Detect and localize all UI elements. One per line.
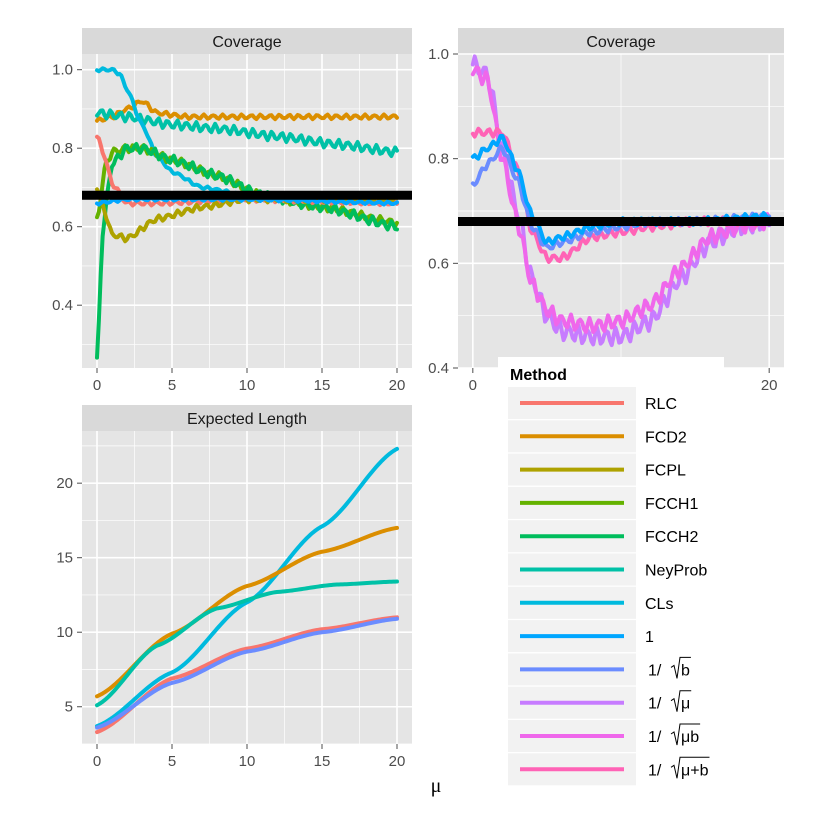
y-tick-label: 0.6 <box>428 255 449 272</box>
panel-expected-length: Expected Length 0 5 10 15 20 5 10 15 20 <box>56 405 412 770</box>
y-tick-label: 0.8 <box>52 140 73 157</box>
x-tick-label: 20 <box>389 753 406 770</box>
legend: Method RLC FCD2 FCPL FCCH1 FCCH2 NeyProb CLs 1 1… <box>498 357 724 786</box>
x-tick-label: 10 <box>239 753 256 770</box>
legend-label-radicand: μb <box>681 729 699 746</box>
x-tick-label: 20 <box>389 377 406 394</box>
legend-item: FCCH1 <box>508 486 698 519</box>
y-tick-label: 0.6 <box>52 219 73 236</box>
x-tick-label: 20 <box>761 377 778 394</box>
legend-label: FCD2 <box>645 429 687 446</box>
legend-item: CLs <box>508 586 673 619</box>
panel-title: Expected Length <box>187 411 307 428</box>
legend-item: 1/b <box>508 653 691 686</box>
legend-label: FCPL <box>645 463 686 480</box>
y-tick-label: 0.8 <box>428 151 449 168</box>
legend-item: NeyProb <box>508 553 707 586</box>
legend-item: 1/μ+b <box>508 753 710 786</box>
legend-label: NeyProb <box>645 563 707 580</box>
strip-background <box>458 28 784 54</box>
legend-label: 1 <box>645 629 654 646</box>
legend-item: 1/μ <box>508 686 692 719</box>
legend-label: 1/ <box>648 729 662 746</box>
x-tick-label: 0 <box>469 377 477 394</box>
legend-item: 1/μb <box>508 720 701 752</box>
legend-label-radicand: μ+b <box>681 762 709 779</box>
panel-coverage-main: Coverage 0 5 10 15 20 0.4 0.6 0.8 1.0 <box>52 28 412 394</box>
y-tick-label: 10 <box>56 624 73 641</box>
strip-background <box>82 28 412 54</box>
strip-background <box>82 405 412 431</box>
x-tick-label: 0 <box>93 377 101 394</box>
legend-title: Method <box>510 367 567 384</box>
legend-label-radicand: b <box>681 662 690 679</box>
sqrt-sign-icon <box>670 756 710 779</box>
y-tick-label: 5 <box>65 699 73 716</box>
x-tick-label: 10 <box>239 377 256 394</box>
sqrt-sign-icon <box>670 723 701 746</box>
series-line <box>95 99 399 123</box>
sqrt-sign-icon <box>670 690 692 712</box>
sqrt-sign-icon <box>670 656 691 679</box>
y-tick-label: 1.0 <box>52 62 73 79</box>
legend-label-radicand: μ <box>681 696 690 713</box>
series-line <box>95 446 399 729</box>
legend-item: FCPL <box>508 453 686 486</box>
panel-coverage-weights: Coverage 0 20 0.4 0.6 0.8 1.0 <box>428 28 784 394</box>
panel-title: Coverage <box>586 34 655 51</box>
legend-item: RLC <box>508 387 677 419</box>
y-tick-label: 15 <box>56 550 73 567</box>
x-tick-label: 0 <box>93 753 101 770</box>
legend-label: FCCH1 <box>645 496 698 513</box>
series-line <box>95 579 399 708</box>
legend-label: CLs <box>645 596 673 613</box>
x-axis-title: μ <box>431 775 442 797</box>
x-tick-label: 15 <box>314 377 331 394</box>
series-line <box>95 141 399 360</box>
y-tick-label: 1.0 <box>428 46 449 63</box>
x-tick-label: 15 <box>314 753 331 770</box>
legend-label: 1/ <box>648 662 662 679</box>
legend-item: FCD2 <box>508 420 687 453</box>
y-tick-label: 0.4 <box>428 360 449 377</box>
legend-item: FCCH2 <box>508 520 698 553</box>
legend-label: 1/ <box>648 696 662 713</box>
panel-title: Coverage <box>212 34 281 51</box>
legend-label: RLC <box>645 396 677 413</box>
series-line <box>95 616 399 730</box>
series-line <box>470 65 772 334</box>
legend-background <box>498 357 724 373</box>
x-tick-label: 5 <box>168 753 176 770</box>
y-tick-label: 20 <box>56 475 73 492</box>
legend-label: 1/ <box>648 762 662 779</box>
y-tick-label: 0.4 <box>52 297 73 314</box>
legend-label: FCCH2 <box>645 529 698 546</box>
series-line <box>95 108 399 158</box>
x-tick-label: 5 <box>168 377 176 394</box>
legend-item: 1 <box>508 620 654 653</box>
